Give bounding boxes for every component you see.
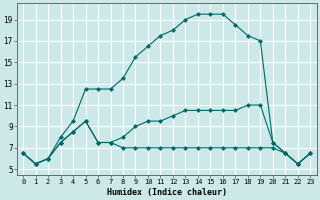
X-axis label: Humidex (Indice chaleur): Humidex (Indice chaleur)	[107, 188, 227, 197]
